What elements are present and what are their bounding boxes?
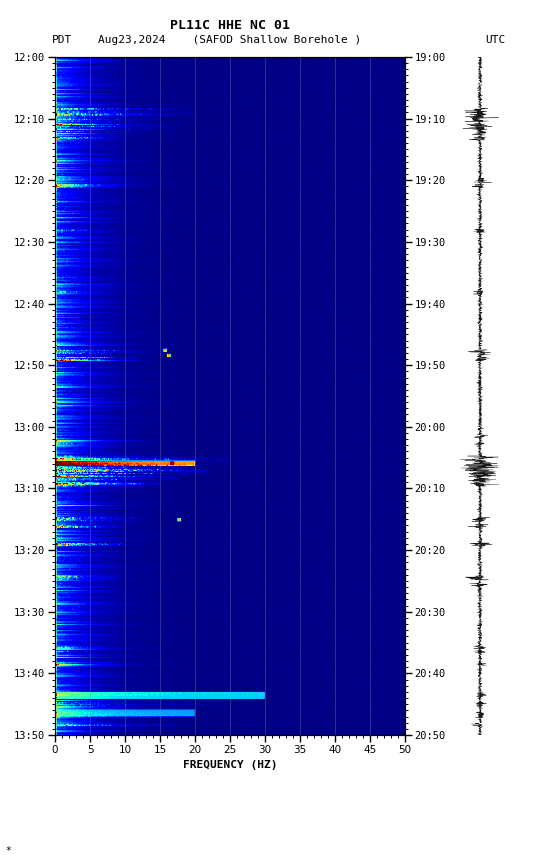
- X-axis label: FREQUENCY (HZ): FREQUENCY (HZ): [183, 760, 277, 771]
- Text: PDT: PDT: [52, 35, 72, 45]
- Text: *: *: [6, 846, 12, 855]
- Text: Aug23,2024    (SAFOD Shallow Borehole ): Aug23,2024 (SAFOD Shallow Borehole ): [98, 35, 362, 45]
- Text: UTC: UTC: [485, 35, 506, 45]
- Text: PL11C HHE NC 01: PL11C HHE NC 01: [170, 19, 290, 32]
